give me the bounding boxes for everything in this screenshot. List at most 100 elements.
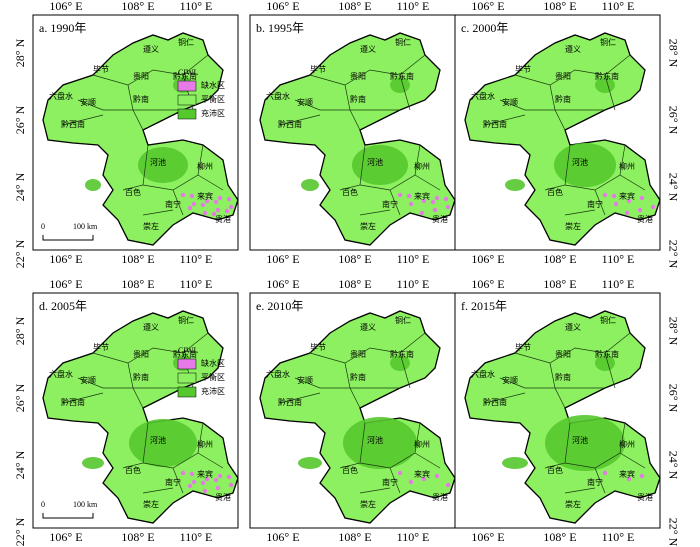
region-label: 遵义 bbox=[565, 44, 581, 54]
scarce-area bbox=[445, 204, 451, 210]
region-label: 贵港 bbox=[215, 492, 231, 502]
longitude-tick-label: 108° E bbox=[543, 0, 576, 13]
scarce-area bbox=[613, 201, 619, 207]
longitude-tick-label: 108° E bbox=[338, 277, 371, 291]
region-border bbox=[142, 209, 174, 216]
legend-label: 充沛区 bbox=[201, 108, 225, 118]
region-label: 贵港 bbox=[432, 214, 448, 224]
region-label: 来宾 bbox=[619, 191, 635, 201]
abundant-area bbox=[85, 179, 101, 191]
region-label: 柳州 bbox=[197, 161, 213, 171]
region-label: 铜仁 bbox=[178, 315, 194, 325]
scarce-area bbox=[217, 473, 223, 479]
region-border bbox=[499, 99, 555, 111]
region-label: 黔东南 bbox=[595, 349, 619, 359]
region-label: 黔东南 bbox=[595, 71, 619, 81]
abundant-area bbox=[554, 143, 616, 187]
region-border bbox=[359, 144, 421, 191]
longitude-tick-label: 106° E bbox=[49, 277, 82, 291]
longitude-tick-label: 110° E bbox=[397, 0, 430, 13]
region-label: 百色 bbox=[125, 465, 141, 475]
region-border bbox=[359, 422, 421, 469]
scale-end: 100 km bbox=[73, 500, 98, 509]
latitude-tick-label: 24° N bbox=[13, 172, 27, 201]
longitude-tick-label: 108° E bbox=[543, 277, 576, 291]
scarce-area bbox=[637, 207, 643, 213]
abundant-area bbox=[505, 179, 525, 191]
scale-start: 0 bbox=[41, 500, 45, 509]
scarce-area bbox=[200, 480, 206, 486]
latitude-tick-label: 26° N bbox=[666, 384, 680, 413]
region-label: 河池 bbox=[150, 157, 166, 167]
region-border bbox=[62, 114, 104, 126]
longitude-tick-label: 106° E bbox=[49, 252, 82, 266]
abundant-area bbox=[390, 355, 410, 371]
region-label: 柳州 bbox=[197, 439, 213, 449]
region-label: 铜仁 bbox=[600, 37, 616, 47]
scarce-area bbox=[445, 482, 451, 488]
latitude-tick-label: 22° N bbox=[13, 517, 27, 546]
region-border bbox=[514, 54, 631, 86]
region-border bbox=[92, 332, 209, 364]
longitude-tick-label: 108° E bbox=[121, 277, 154, 291]
scarce-area bbox=[189, 193, 195, 199]
region-border bbox=[399, 352, 411, 389]
panel-label: a. 1990年 bbox=[39, 21, 86, 35]
region-label: 遵义 bbox=[143, 44, 159, 54]
scarce-area bbox=[434, 473, 440, 479]
region-border bbox=[197, 452, 224, 469]
longitude-tick-label: 110° E bbox=[397, 530, 430, 544]
longitude-tick-label: 106° E bbox=[266, 530, 299, 544]
scarce-area bbox=[228, 204, 234, 210]
scale-bar bbox=[42, 235, 94, 241]
region-border bbox=[62, 392, 104, 404]
region-label: 安顺 bbox=[80, 97, 96, 107]
region-label: 贵港 bbox=[215, 214, 231, 224]
scarce-area bbox=[213, 199, 219, 205]
region-label: 六盘水 bbox=[266, 369, 290, 379]
region-border bbox=[197, 174, 224, 191]
abundant-area bbox=[343, 417, 417, 469]
scarce-area bbox=[187, 205, 193, 211]
region-label: 河池 bbox=[572, 157, 588, 167]
region-label: 南宁 bbox=[165, 199, 181, 209]
scarce-area bbox=[215, 485, 221, 491]
longitude-tick-label: 110° E bbox=[180, 277, 213, 291]
legend-swatch bbox=[177, 386, 197, 398]
region-label: 六盘水 bbox=[49, 91, 73, 101]
scarce-area bbox=[202, 210, 208, 216]
region-label: 遵义 bbox=[360, 44, 376, 54]
region-border bbox=[309, 54, 426, 86]
region-border bbox=[499, 377, 555, 389]
region-label: 黔西南 bbox=[483, 119, 507, 129]
region-label: 铜仁 bbox=[395, 315, 411, 325]
legend-label: 充沛区 bbox=[201, 386, 225, 396]
abundant-area bbox=[129, 419, 197, 467]
latitude-tick-label: 24° N bbox=[666, 451, 680, 480]
longitude-tick-label: 108° E bbox=[338, 0, 371, 13]
scarce-area bbox=[408, 201, 414, 207]
legend-label: 平衡区 bbox=[201, 94, 225, 104]
scarce-area bbox=[204, 476, 210, 482]
region-label: 安顺 bbox=[297, 375, 313, 385]
region-border bbox=[279, 114, 321, 126]
latitude-tick-label: 22° N bbox=[666, 240, 680, 269]
latitude-tick-label: 28° N bbox=[13, 316, 27, 345]
region-border bbox=[172, 189, 184, 216]
abundant-area bbox=[298, 457, 322, 469]
panel-label: c. 2000年 bbox=[461, 21, 508, 35]
longitude-tick-label: 108° E bbox=[338, 252, 371, 266]
region-border bbox=[279, 392, 321, 404]
scarce-area bbox=[650, 204, 656, 210]
region-border bbox=[514, 332, 631, 364]
latitude-tick-label: 26° N bbox=[666, 106, 680, 135]
region-label: 黔西南 bbox=[61, 119, 85, 129]
abundant-area bbox=[138, 147, 188, 183]
region-label: 黔西南 bbox=[61, 397, 85, 407]
region-label: 六盘水 bbox=[471, 369, 495, 379]
region-label: 黔东南 bbox=[390, 349, 414, 359]
latitude-tick-label: 22° N bbox=[666, 518, 680, 547]
region-border bbox=[604, 74, 616, 111]
